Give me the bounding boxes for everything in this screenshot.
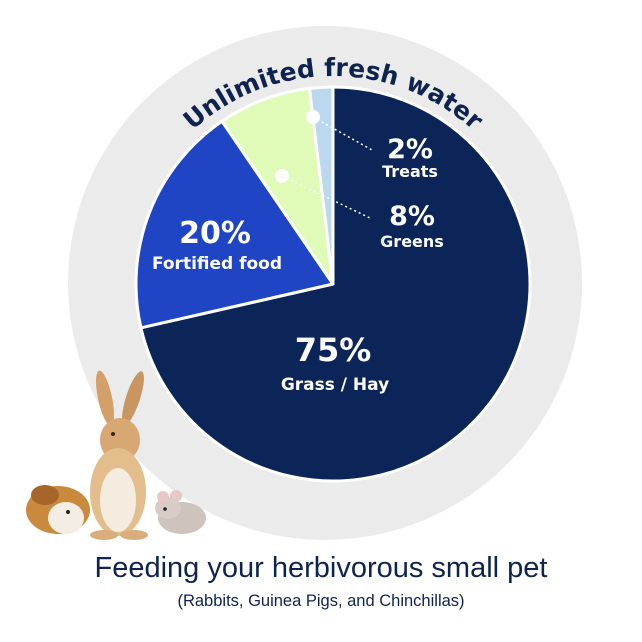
chart-subtitle: (Rabbits, Guinea Pigs, and Chinchillas) [177, 592, 465, 610]
greens-value: 8% [389, 201, 435, 232]
rabbit-image [90, 370, 148, 540]
pie-slices [134, 85, 532, 483]
greens-leader-line [281, 175, 371, 219]
slice-treats [307, 85, 335, 286]
treats-leader-line [312, 116, 373, 151]
grass-value: 75% [295, 331, 372, 369]
slice-greens [220, 86, 335, 286]
fortified-value: 20% [179, 216, 251, 251]
greens-label: Greens [380, 232, 444, 251]
chart-title: Feeding your herbivorous small pet [94, 552, 548, 584]
treats-marker-dot [306, 110, 320, 124]
grass-label: Grass / Hay [281, 375, 389, 395]
slice-grass-hay [139, 85, 532, 483]
treats-value: 2% [387, 134, 433, 165]
pets-illustration [26, 370, 206, 540]
guinea-pig-image [26, 485, 90, 534]
treats-label: Treats [382, 162, 438, 181]
fortified-label: Fortified food [152, 254, 282, 274]
slice-fortified-food [134, 119, 335, 330]
greens-marker-dot [275, 169, 289, 183]
chinchilla-image [155, 490, 206, 534]
